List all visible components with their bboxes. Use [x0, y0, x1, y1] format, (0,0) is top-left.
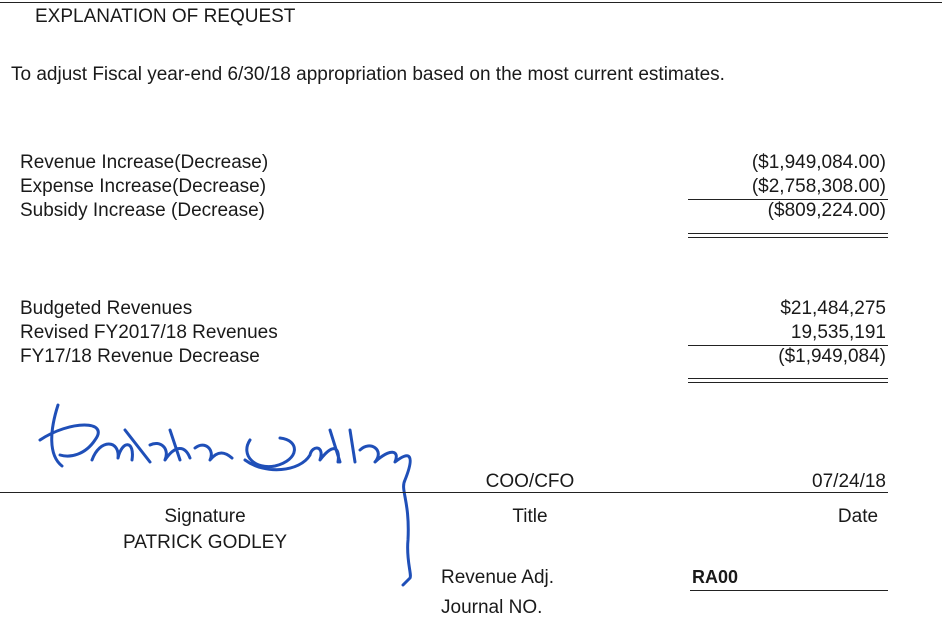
double-underline	[688, 233, 888, 234]
double-underline	[688, 237, 888, 238]
date-label: Date	[837, 506, 879, 527]
journal-label: Revenue Adj.	[441, 567, 555, 588]
row-label: Revenue Increase(Decrease)	[20, 152, 269, 173]
double-underline	[688, 382, 888, 383]
row-label: Revised FY2017/18 Revenues	[20, 322, 278, 343]
row-label: FY17/18 Revenue Decrease	[20, 346, 260, 367]
row-label: Subsidy Increase (Decrease)	[20, 200, 265, 221]
journal-label: Journal NO.	[441, 597, 543, 618]
journal-code: RA00	[692, 567, 739, 587]
row-value: ($1,949,084)	[778, 346, 886, 367]
row-label: Budgeted Revenues	[20, 298, 193, 319]
row-value: ($809,224.00)	[767, 200, 886, 221]
underline	[688, 345, 888, 346]
signer-name: PATRICK GODLEY	[123, 532, 287, 553]
top-rule	[0, 2, 942, 3]
row-value: 19,535,191	[790, 322, 886, 343]
signature-line	[0, 492, 888, 493]
date-value: 07/24/18	[812, 471, 886, 492]
journal-underline	[690, 590, 888, 591]
header-title: EXPLANATION OF REQUEST	[35, 6, 296, 27]
title-value: COO/CFO	[485, 471, 575, 492]
description: To adjust Fiscal year-end 6/30/18 approp…	[11, 64, 725, 85]
row-value: ($1,949,084.00)	[751, 152, 886, 173]
underline	[688, 199, 888, 200]
title-label: Title	[512, 506, 548, 527]
row-value: $21,484,275	[780, 298, 886, 319]
row-label: Expense Increase(Decrease)	[20, 176, 267, 197]
row-value: ($2,758,308.00)	[751, 176, 886, 197]
signature-label: Signature	[164, 506, 246, 527]
double-underline	[688, 378, 888, 379]
